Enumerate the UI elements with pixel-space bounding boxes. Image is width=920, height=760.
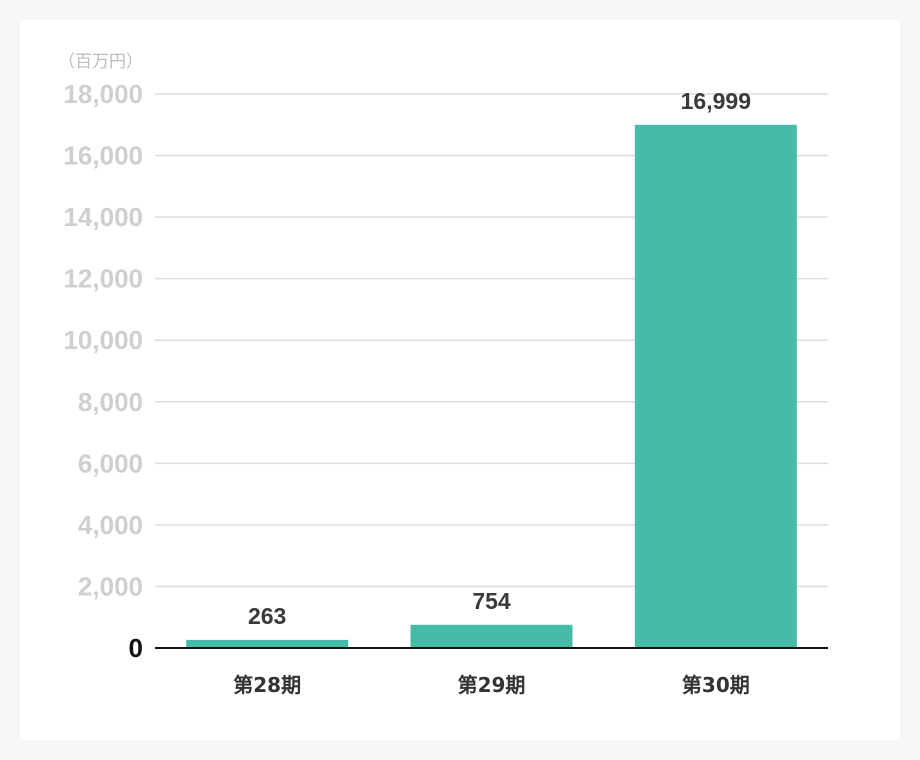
y-tick-labels: 0 2,000 4,000 6,000 8,000 10,000 12,000 14,000 1… [63, 79, 143, 663]
data-label: 754 [472, 588, 511, 614]
bars [186, 124, 797, 649]
category-labels: 第28期 第29期 第30期 [233, 673, 750, 697]
unit-label: （百万円） [58, 52, 143, 72]
y-tick-label: 6,000 [78, 448, 143, 478]
category-label: 第30期 [682, 673, 750, 697]
y-tick-label: 2,000 [78, 571, 143, 601]
bar [634, 124, 797, 649]
data-label: 16,999 [681, 88, 751, 114]
data-labels: 263 754 16,999 [248, 88, 751, 629]
y-tick-label: 4,000 [78, 510, 143, 540]
y-tick-label: 8,000 [78, 387, 143, 417]
y-tick-label: 10,000 [63, 325, 143, 355]
bar [186, 639, 349, 648]
y-tick-label: 14,000 [63, 202, 143, 232]
category-label: 第29期 [458, 673, 526, 697]
category-label: 第28期 [233, 673, 301, 697]
y-tick-label: 12,000 [63, 264, 143, 294]
y-tick-label: 18,000 [63, 79, 143, 109]
bar [410, 624, 573, 648]
y-tick-label: 16,000 [63, 141, 143, 171]
y-tick-label: 0 [129, 633, 143, 663]
data-label: 263 [248, 603, 286, 629]
